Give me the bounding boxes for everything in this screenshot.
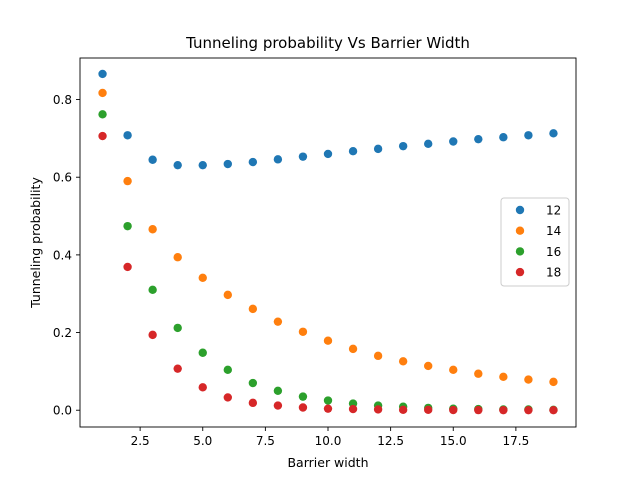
data-point: [98, 69, 107, 79]
data-point: [398, 357, 408, 366]
legend: 12 14 16 18: [500, 197, 570, 287]
data-point: [248, 304, 258, 314]
x-tick-label: 17.5: [503, 434, 530, 448]
data-point: [449, 365, 458, 375]
legend-marker: [515, 247, 525, 256]
data-point: [173, 364, 182, 373]
series-18: [98, 131, 558, 415]
data-point: [323, 149, 333, 159]
data-point: [449, 137, 458, 146]
data-point: [123, 176, 132, 186]
legend-label: 18: [546, 266, 561, 280]
data-point: [273, 317, 283, 326]
data-point: [373, 405, 383, 414]
legend-marker: [515, 205, 525, 215]
x-tick-label: 7.5: [256, 434, 275, 448]
data-point: [223, 159, 232, 169]
data-point: [524, 405, 533, 415]
x-tick-label: 12.5: [377, 434, 404, 448]
data-point: [198, 160, 207, 170]
data-point: [198, 383, 207, 392]
legend-marker: [515, 267, 525, 277]
legend-frame: [500, 197, 570, 287]
data-point: [549, 405, 558, 415]
data-point: [398, 405, 408, 415]
data-point: [273, 155, 283, 164]
data-point: [273, 386, 283, 396]
data-point: [248, 157, 258, 167]
legend-label: 12: [546, 204, 561, 218]
data-point: [173, 160, 182, 170]
data-point: [298, 392, 308, 401]
data-point: [148, 155, 157, 164]
y-axis: 0.0 0.2 0.4 0.6 0.8: [53, 93, 80, 418]
y-tick-label: 0.0: [53, 404, 72, 418]
data-point: [123, 131, 132, 140]
data-point: [198, 273, 207, 283]
data-point: [173, 323, 182, 333]
data-point: [173, 253, 182, 262]
data-point: [499, 133, 508, 142]
data-point: [198, 348, 207, 357]
data-point: [524, 131, 533, 140]
chart-title: Tunneling probability Vs Barrier Width: [185, 34, 470, 52]
data-point: [549, 377, 558, 387]
data-point: [474, 405, 483, 415]
data-point: [148, 285, 157, 295]
y-tick-label: 0.8: [53, 93, 72, 107]
data-point: [348, 344, 358, 354]
data-point: [223, 365, 232, 375]
series-14: [98, 88, 558, 387]
data-point: [424, 405, 433, 415]
data-point: [148, 330, 157, 340]
data-point: [298, 403, 308, 412]
data-point: [98, 88, 107, 98]
data-point: [474, 134, 483, 144]
x-tick-label: 5.0: [193, 434, 212, 448]
data-point: [123, 262, 132, 272]
data-point: [424, 139, 433, 149]
x-axis: 2.5 5.0 7.5 10.0 12.5 15.0 17.5: [131, 427, 530, 448]
data-point: [348, 404, 358, 414]
data-point: [98, 110, 107, 119]
x-tick-label: 2.5: [131, 434, 150, 448]
data-point: [323, 404, 333, 413]
data-point: [273, 401, 283, 410]
data-point: [499, 405, 508, 415]
data-point: [474, 369, 483, 378]
data-point: [499, 372, 508, 382]
x-tick-label: 15.0: [440, 434, 467, 448]
data-point: [524, 375, 533, 384]
x-axis-title: Barrier width: [287, 455, 368, 470]
data-point: [398, 141, 408, 151]
data-point: [373, 351, 383, 361]
data-point: [323, 336, 333, 345]
data-point: [298, 152, 308, 161]
data-point: [298, 327, 308, 336]
x-tick-label: 10.0: [315, 434, 342, 448]
data-point: [373, 144, 383, 154]
data-point: [148, 225, 157, 234]
series-12: [98, 69, 558, 170]
data-point: [98, 131, 107, 141]
data-point: [449, 405, 458, 415]
data-point: [549, 129, 558, 138]
data-point: [248, 398, 258, 408]
data-point: [248, 378, 258, 388]
data-point: [123, 221, 132, 231]
data-point: [223, 290, 232, 300]
legend-marker: [515, 226, 525, 235]
data-points: [98, 69, 558, 415]
y-tick-label: 0.2: [53, 326, 72, 340]
y-tick-label: 0.6: [53, 171, 72, 185]
y-axis-title: Tunneling probability: [28, 177, 43, 309]
data-point: [348, 147, 358, 156]
legend-label: 14: [546, 224, 561, 238]
data-point: [323, 396, 333, 405]
data-point: [223, 393, 232, 402]
legend-label: 16: [546, 245, 561, 259]
data-point: [424, 361, 433, 371]
y-tick-label: 0.4: [53, 248, 72, 262]
